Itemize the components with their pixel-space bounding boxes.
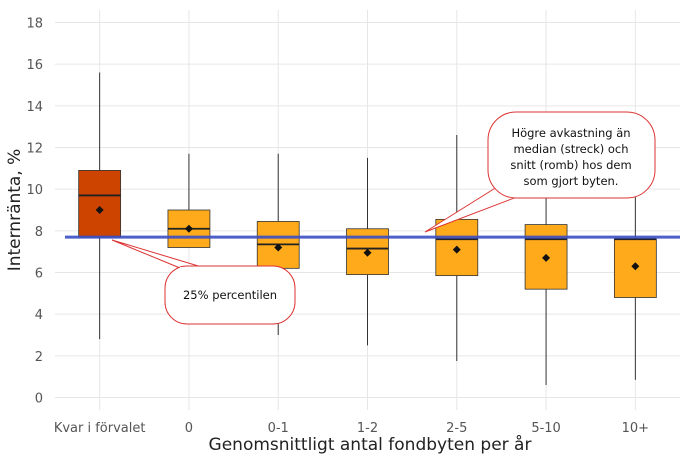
- x-tick-label: 10+: [622, 421, 649, 436]
- callout-text: median (streck) och: [513, 142, 628, 156]
- x-tick-label: 5-10: [531, 421, 561, 436]
- callout-text: som gjort byten.: [524, 174, 619, 188]
- mean-diamond: [542, 253, 551, 262]
- mean-diamond: [363, 248, 372, 257]
- x-tick-label: 2-5: [446, 421, 467, 436]
- mean-diamond: [95, 206, 104, 214]
- callout-texts: 25% percentilen Högre avkastning än median…: [183, 126, 632, 302]
- y-tick-label: 8: [35, 225, 43, 240]
- y-tick-label: 2: [35, 350, 43, 365]
- callout-box: [487, 111, 656, 199]
- y-tick-label: 4: [35, 308, 43, 323]
- callouts: 25% percentilen Högre avkastning än median…: [111, 111, 656, 325]
- mean-diamond: [274, 243, 283, 252]
- mean-diamond: [184, 224, 193, 233]
- callout-box: [164, 265, 296, 325]
- y-tick-label: 12: [26, 142, 43, 157]
- y-tick-label: 0: [35, 392, 43, 407]
- y-tick-label: 18: [26, 17, 43, 32]
- mean-diamond: [452, 245, 461, 254]
- x-tick-label: Kvar i förvalet: [54, 421, 146, 436]
- x-tick-label: 1-2: [357, 421, 378, 436]
- marks: [65, 72, 680, 385]
- callout-text: 25% percentilen: [183, 288, 277, 302]
- mean-diamond: [631, 262, 640, 271]
- x-axis-title: Genomsnittligt antal fondbyten per år: [209, 434, 532, 455]
- x-tick-label: 0: [185, 421, 193, 436]
- y-axis-title: Internränta, %: [5, 149, 25, 272]
- grid: 0 2 4 6 8 10 12 14 16 18 Kvar i förvalet 0 0-1 1-2 2-5…: [26, 10, 680, 436]
- y-tick-label: 16: [26, 58, 43, 73]
- y-tick-label: 6: [35, 267, 43, 282]
- callout-text: snitt (romb) hos dem: [510, 158, 631, 172]
- x-tick-label: 0-1: [268, 421, 289, 436]
- y-tick-label: 14: [26, 100, 43, 115]
- callout-text: Högre avkastning än: [511, 126, 630, 140]
- y-tick-label: 10: [26, 183, 43, 198]
- box: [78, 170, 122, 238]
